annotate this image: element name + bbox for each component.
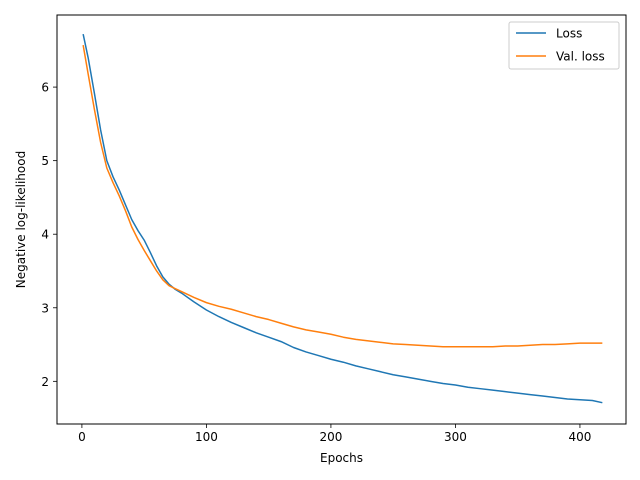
legend: Loss Val. loss: [508, 21, 620, 70]
x-tick-label: 100: [195, 430, 218, 444]
x-tick-label: 300: [444, 430, 467, 444]
x-tick-label: 200: [319, 430, 342, 444]
series-layer: [82, 33, 603, 404]
legend-label-val-loss: Val. loss: [556, 50, 605, 64]
y-tick-label: 6: [41, 81, 49, 95]
y-tick-label: 4: [41, 228, 49, 242]
legend-label-loss: Loss: [556, 27, 582, 41]
y-axis-ticks: 2 3 4 5 6: [41, 81, 57, 389]
y-tick-label: 2: [41, 375, 49, 389]
series-line-val-loss: [82, 45, 603, 348]
x-axis-label: Epochs: [320, 451, 363, 465]
x-axis-ticks: 0 100 200 300 400: [78, 424, 591, 444]
series-line-loss: [82, 33, 603, 404]
y-axis-label: Negative log-likelihood: [14, 151, 28, 288]
y-tick-label: 5: [41, 154, 49, 168]
plot-frame: [56, 14, 627, 425]
x-tick-label: 400: [568, 430, 591, 444]
y-tick-label: 3: [41, 301, 49, 315]
x-tick-label: 0: [78, 430, 86, 444]
